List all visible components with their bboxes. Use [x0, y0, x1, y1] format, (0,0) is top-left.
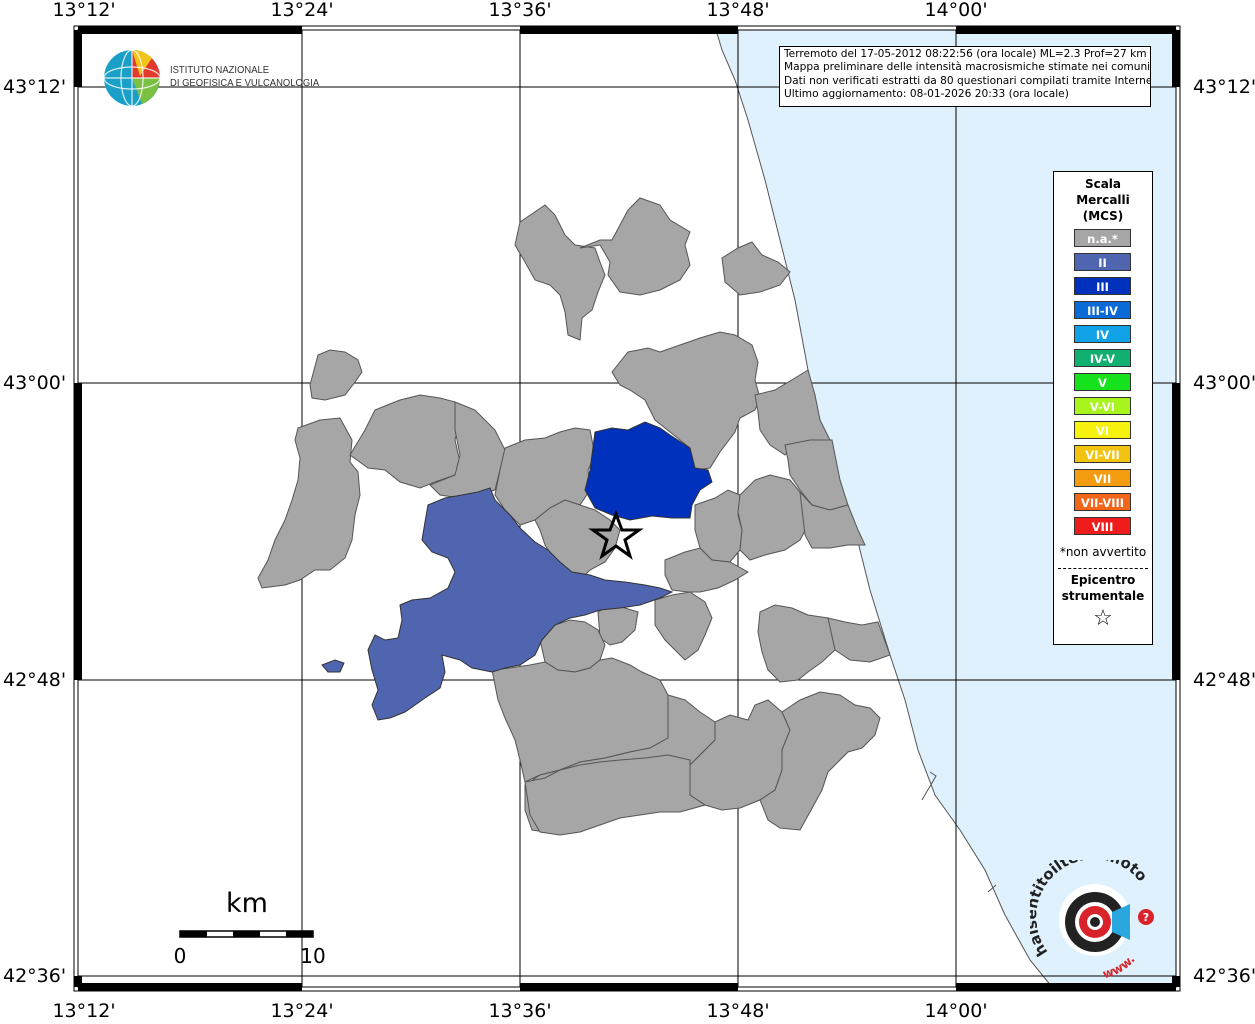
- logo-www-text: www.: [1101, 952, 1138, 980]
- municipality: [737, 474, 813, 561]
- legend-entry: VIII: [1074, 517, 1131, 535]
- ingv-wordmark: ISTITUTO NAZIONALE DI GEOFISICA E VULCAN…: [170, 64, 319, 90]
- coastline-detail: [921, 771, 997, 893]
- municipality: [309, 349, 363, 401]
- question-badge-icon: [1138, 909, 1154, 925]
- lon-tick-top: 13°12': [52, 0, 116, 21]
- scale-max: 10: [300, 944, 326, 968]
- legend-entry: IV: [1074, 325, 1131, 343]
- lat-tick-left: 42°36': [3, 965, 67, 987]
- legend-entry: VI-VII: [1074, 445, 1131, 463]
- lat-tick-right: 42°36': [1193, 965, 1255, 987]
- lon-tick-bottom: 14°00': [924, 1000, 988, 1022]
- event-info-box: Terremoto del 17-05-2012 08:22:56 (ora l…: [779, 46, 1151, 107]
- municipality: [757, 604, 839, 683]
- legend-entry: III-IV: [1074, 301, 1131, 319]
- intensity-iii-area: [584, 421, 713, 521]
- municipality: [524, 754, 707, 836]
- municipality: [349, 394, 461, 489]
- municipality: [611, 331, 761, 471]
- megaphone-icon: [1112, 904, 1130, 940]
- map-frame: [73, 25, 1181, 992]
- lat-tick-right: 43°00': [1193, 372, 1255, 394]
- legend-star-icon: ☆: [1093, 606, 1113, 631]
- legend-entry: III: [1074, 277, 1131, 295]
- municipality: [721, 241, 791, 296]
- scale-unit: km: [226, 888, 268, 919]
- lat-tick-right: 43°12': [1193, 76, 1255, 98]
- ingv-line2: DI GEOFISICA E VULCANOLOGIA: [170, 77, 320, 89]
- legend-entry: II: [1074, 253, 1131, 271]
- haisentito-logo: ? haisentitoilterremoto.it www.: [1030, 860, 1154, 980]
- lon-tick-bottom: 13°36': [488, 1000, 552, 1022]
- legend-epicenter-line: Epicentro: [1070, 573, 1136, 587]
- municipality: [514, 204, 606, 341]
- info-line: Terremoto del 17-05-2012 08:22:56 (ora l…: [784, 48, 1147, 60]
- lat-tick-right: 42°48': [1193, 669, 1255, 691]
- lon-tick-bottom: 13°48': [706, 1000, 770, 1022]
- lon-tick-top: 14°00': [924, 0, 988, 21]
- municipalities-na: [257, 197, 891, 836]
- legend-epicenter-label: Epicentro strumentale: [1054, 572, 1152, 604]
- lon-tick-bottom: 13°12': [52, 1000, 116, 1022]
- municipality: [759, 691, 881, 831]
- info-line: Dati non verificati estratti da 80 quest…: [784, 74, 1151, 87]
- legend-epicenter-line: strumentale: [1061, 589, 1145, 603]
- municipality: [579, 197, 691, 296]
- legend-title-line: (MCS): [1082, 209, 1124, 223]
- lon-tick-top: 13°36': [488, 0, 552, 21]
- question-mark: ?: [1143, 911, 1149, 924]
- municipality: [654, 591, 713, 661]
- logo-www-textpath: www.: [1101, 952, 1138, 980]
- ingv-line1: ISTITUTO NAZIONALE: [170, 64, 270, 76]
- legend-entry: VII: [1074, 469, 1131, 487]
- intensity-ii-area-small: [321, 659, 345, 673]
- municipality: [664, 547, 749, 593]
- legend-entry: IV-V: [1074, 349, 1131, 367]
- legend-entry: n.a.*: [1074, 229, 1131, 247]
- scale-min: 0: [173, 944, 187, 968]
- legend-title: Scala Mercalli (MCS): [1054, 176, 1152, 224]
- municipality: [257, 417, 361, 589]
- legend-entry: V-VI: [1074, 397, 1131, 415]
- municipality: [827, 617, 891, 663]
- lat-tick-left: 43°12': [3, 76, 67, 98]
- scale-bar: [179, 930, 314, 938]
- info-line: Ultimo aggiornamento: 08-01-2026 20:33 (…: [784, 87, 1069, 100]
- lon-tick-top: 13°24': [270, 0, 334, 21]
- municipality: [799, 490, 866, 549]
- legend-entry: V: [1074, 373, 1131, 391]
- mcs-legend: Scala Mercalli (MCS) n.a.* II III III-IV IV I…: [1053, 171, 1153, 645]
- legend-note: *non avvertito: [1059, 545, 1147, 559]
- legend-entry: VI: [1074, 421, 1131, 439]
- legend-title-line: Scala: [1084, 177, 1122, 191]
- lat-tick-left: 43°00': [3, 372, 67, 394]
- lon-tick-top: 13°48': [706, 0, 770, 21]
- legend-divider: [1058, 568, 1148, 569]
- intensity-ii-area: [367, 487, 674, 721]
- legend-title-line: Mercalli: [1076, 193, 1130, 207]
- info-line: Mappa preliminare delle intensità macros…: [784, 61, 1151, 74]
- lat-tick-left: 42°48': [3, 669, 67, 691]
- lon-tick-bottom: 13°24': [270, 1000, 334, 1022]
- legend-entry: VII-VIII: [1074, 493, 1131, 511]
- epicenter-star: [588, 509, 644, 560]
- ingv-globe-icon: [103, 49, 161, 107]
